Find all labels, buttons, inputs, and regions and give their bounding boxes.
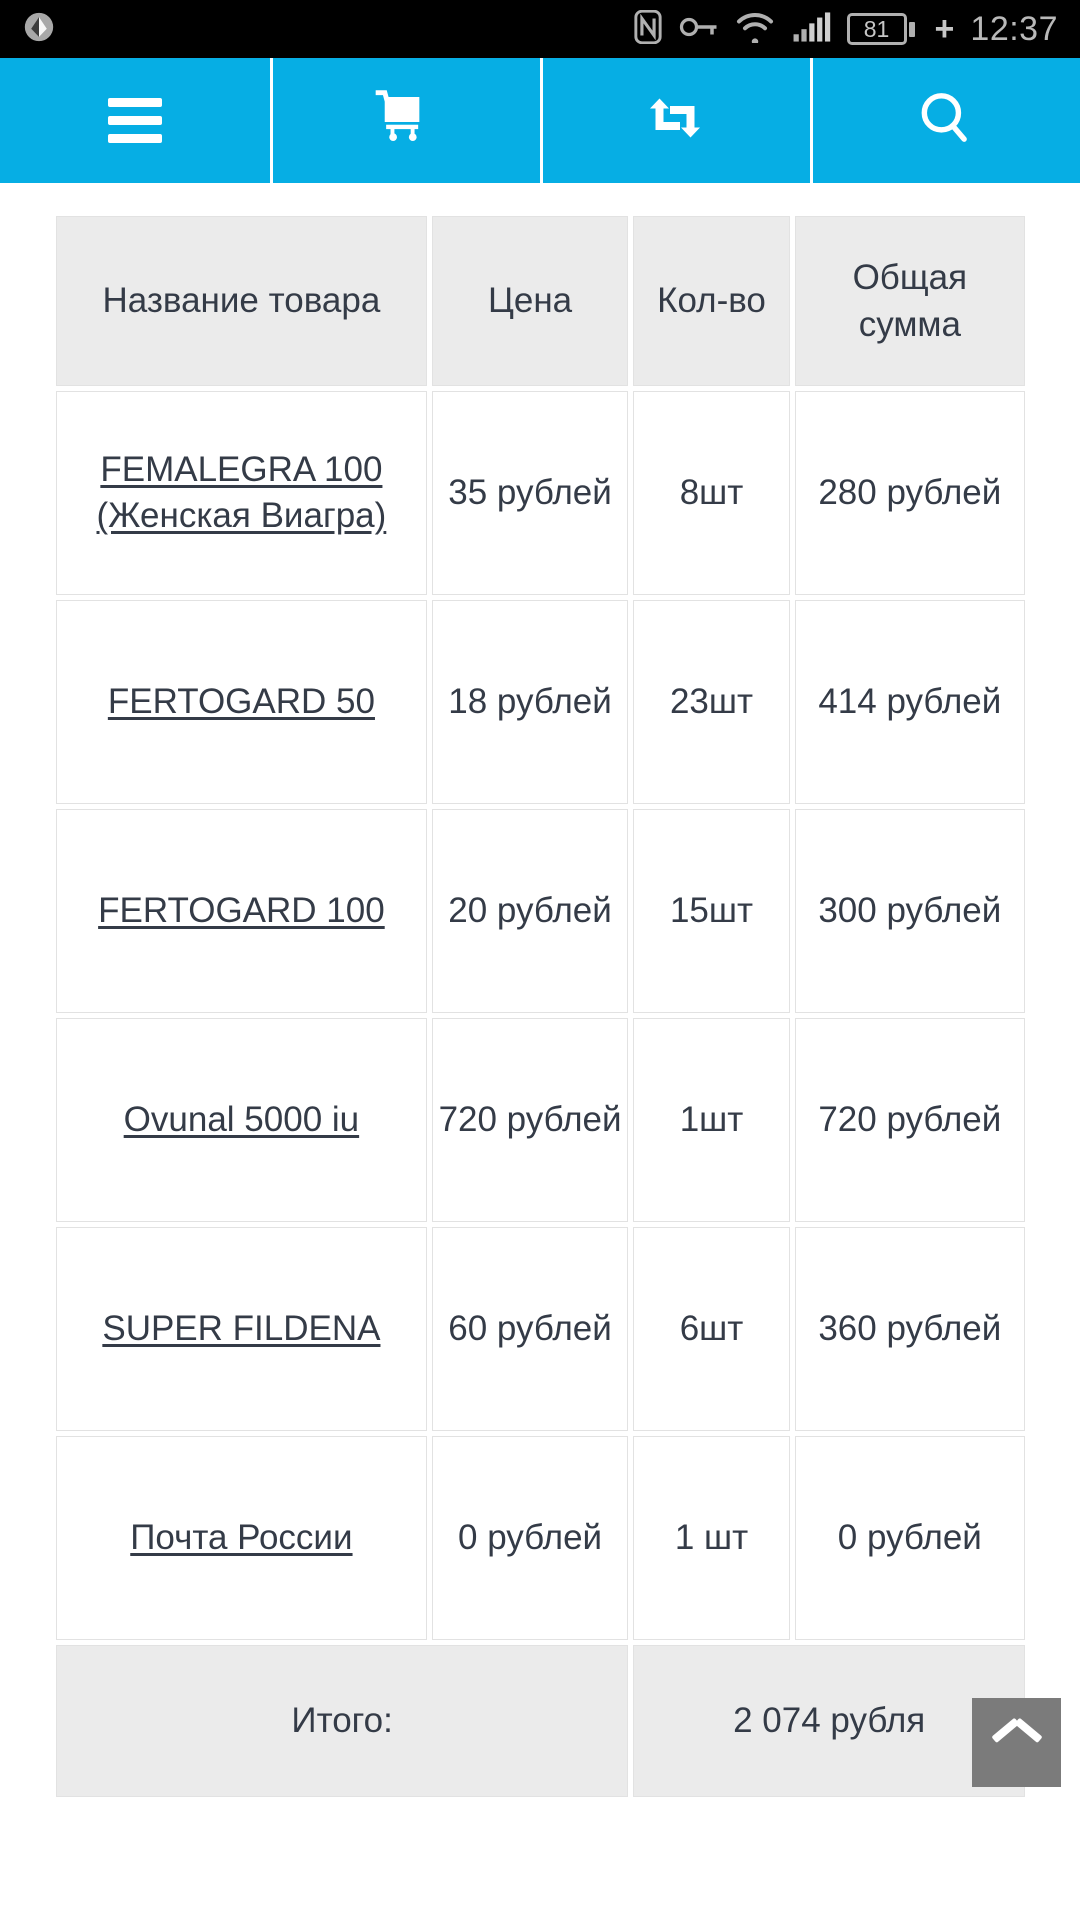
- cell-price: 20 рублей: [431, 809, 629, 1013]
- status-bar-right: 81 + 12:37: [633, 9, 1058, 49]
- battery-box: 81: [846, 13, 907, 45]
- table-row: SUPER FILDENA 60 рублей 6шт 360 рублей: [56, 1227, 1025, 1431]
- cell-total: 300 рублей: [794, 809, 1025, 1013]
- vpn-key-icon: [679, 14, 719, 45]
- exchange-button[interactable]: [540, 58, 810, 183]
- cell-total: 414 рублей: [794, 600, 1025, 804]
- column-header-name: Название товара: [56, 216, 427, 386]
- column-header-sum: Общая сумма: [794, 216, 1025, 386]
- charging-plus-icon: +: [934, 10, 955, 48]
- hamburger-menu-icon: [108, 89, 162, 152]
- cell-product-name: FERTOGARD 50: [56, 600, 427, 804]
- product-link[interactable]: FEMALEGRA 100 (Женская Виагра): [96, 449, 387, 535]
- nfc-icon: [633, 9, 663, 49]
- table-row: Почта России 0 рублей 1 шт 0 рублей: [56, 1436, 1025, 1640]
- total-row: Итого: 2 074 рубля: [56, 1645, 1025, 1797]
- cell-product-name: Почта России: [56, 1436, 427, 1640]
- status-bar: 81 + 12:37: [0, 0, 1080, 58]
- battery-indicator: 81: [846, 13, 915, 45]
- product-link[interactable]: SUPER FILDENA: [102, 1308, 381, 1348]
- cell-total: 280 рублей: [794, 391, 1025, 595]
- cell-price: 0 рублей: [431, 1436, 629, 1640]
- cell-product-name: FEMALEGRA 100 (Женская Виагра): [56, 391, 427, 595]
- cart-table-head: Название товара Цена Кол-во Общая сумма: [56, 216, 1025, 386]
- status-bar-left: [22, 10, 56, 49]
- navigation-arrow-icon: [22, 10, 56, 49]
- product-link[interactable]: FERTOGARD 100: [98, 890, 385, 930]
- search-button[interactable]: [810, 58, 1080, 183]
- scroll-to-top-button[interactable]: [972, 1698, 1061, 1787]
- table-row: FERTOGARD 100 20 рублей 15шт 300 рублей: [56, 809, 1025, 1013]
- cell-quantity: 8шт: [633, 391, 790, 595]
- table-row: FERTOGARD 50 18 рублей 23шт 414 рублей: [56, 600, 1025, 804]
- cell-quantity: 1 шт: [633, 1436, 790, 1640]
- cell-total: 360 рублей: [794, 1227, 1025, 1431]
- cart-table: Название товара Цена Кол-во Общая сумма …: [51, 211, 1030, 1802]
- cell-product-name: SUPER FILDENA: [56, 1227, 427, 1431]
- cell-price: 720 рублей: [431, 1018, 629, 1222]
- cell-quantity: 1шт: [633, 1018, 790, 1222]
- battery-nub: [908, 21, 915, 37]
- cell-quantity: 6шт: [633, 1227, 790, 1431]
- app-toolbar: [0, 58, 1080, 183]
- table-row: FEMALEGRA 100 (Женская Виагра) 35 рублей…: [56, 391, 1025, 595]
- menu-button[interactable]: [0, 58, 270, 183]
- cellular-signal-icon: [791, 11, 831, 48]
- cell-total: 0 рублей: [794, 1436, 1025, 1640]
- search-icon: [914, 87, 976, 154]
- shopping-cart-icon: [374, 87, 436, 154]
- shipping-link[interactable]: Почта России: [130, 1517, 353, 1557]
- table-header-row: Название товара Цена Кол-во Общая сумма: [56, 216, 1025, 386]
- cell-total: 720 рублей: [794, 1018, 1025, 1222]
- product-link[interactable]: Ovunal 5000 iu: [123, 1099, 360, 1139]
- cell-price: 18 рублей: [431, 600, 629, 804]
- cell-quantity: 23шт: [633, 600, 790, 804]
- cell-quantity: 15шт: [633, 809, 790, 1013]
- chevron-up-icon: [995, 1730, 1039, 1756]
- cart-table-body: FEMALEGRA 100 (Женская Виагра) 35 рублей…: [56, 391, 1025, 1797]
- cart-content: Название товара Цена Кол-во Общая сумма …: [0, 183, 1080, 1920]
- column-header-price: Цена: [431, 216, 629, 386]
- battery-level-label: 81: [863, 15, 890, 42]
- cell-product-name: FERTOGARD 100: [56, 809, 427, 1013]
- wifi-icon: [735, 11, 775, 48]
- total-label: Итого:: [56, 1645, 629, 1797]
- cell-product-name: Ovunal 5000 iu: [56, 1018, 427, 1222]
- cart-button[interactable]: [270, 58, 540, 183]
- product-link[interactable]: FERTOGARD 50: [107, 681, 375, 721]
- status-bar-clock: 12:37: [970, 10, 1058, 48]
- cell-price: 60 рублей: [431, 1227, 629, 1431]
- table-row: Ovunal 5000 iu 720 рублей 1шт 720 рублей: [56, 1018, 1025, 1222]
- cell-price: 35 рублей: [431, 391, 629, 595]
- exchange-arrows-icon: [645, 88, 705, 153]
- total-value: 2 074 рубля: [633, 1645, 1025, 1797]
- column-header-qty: Кол-во: [633, 216, 790, 386]
